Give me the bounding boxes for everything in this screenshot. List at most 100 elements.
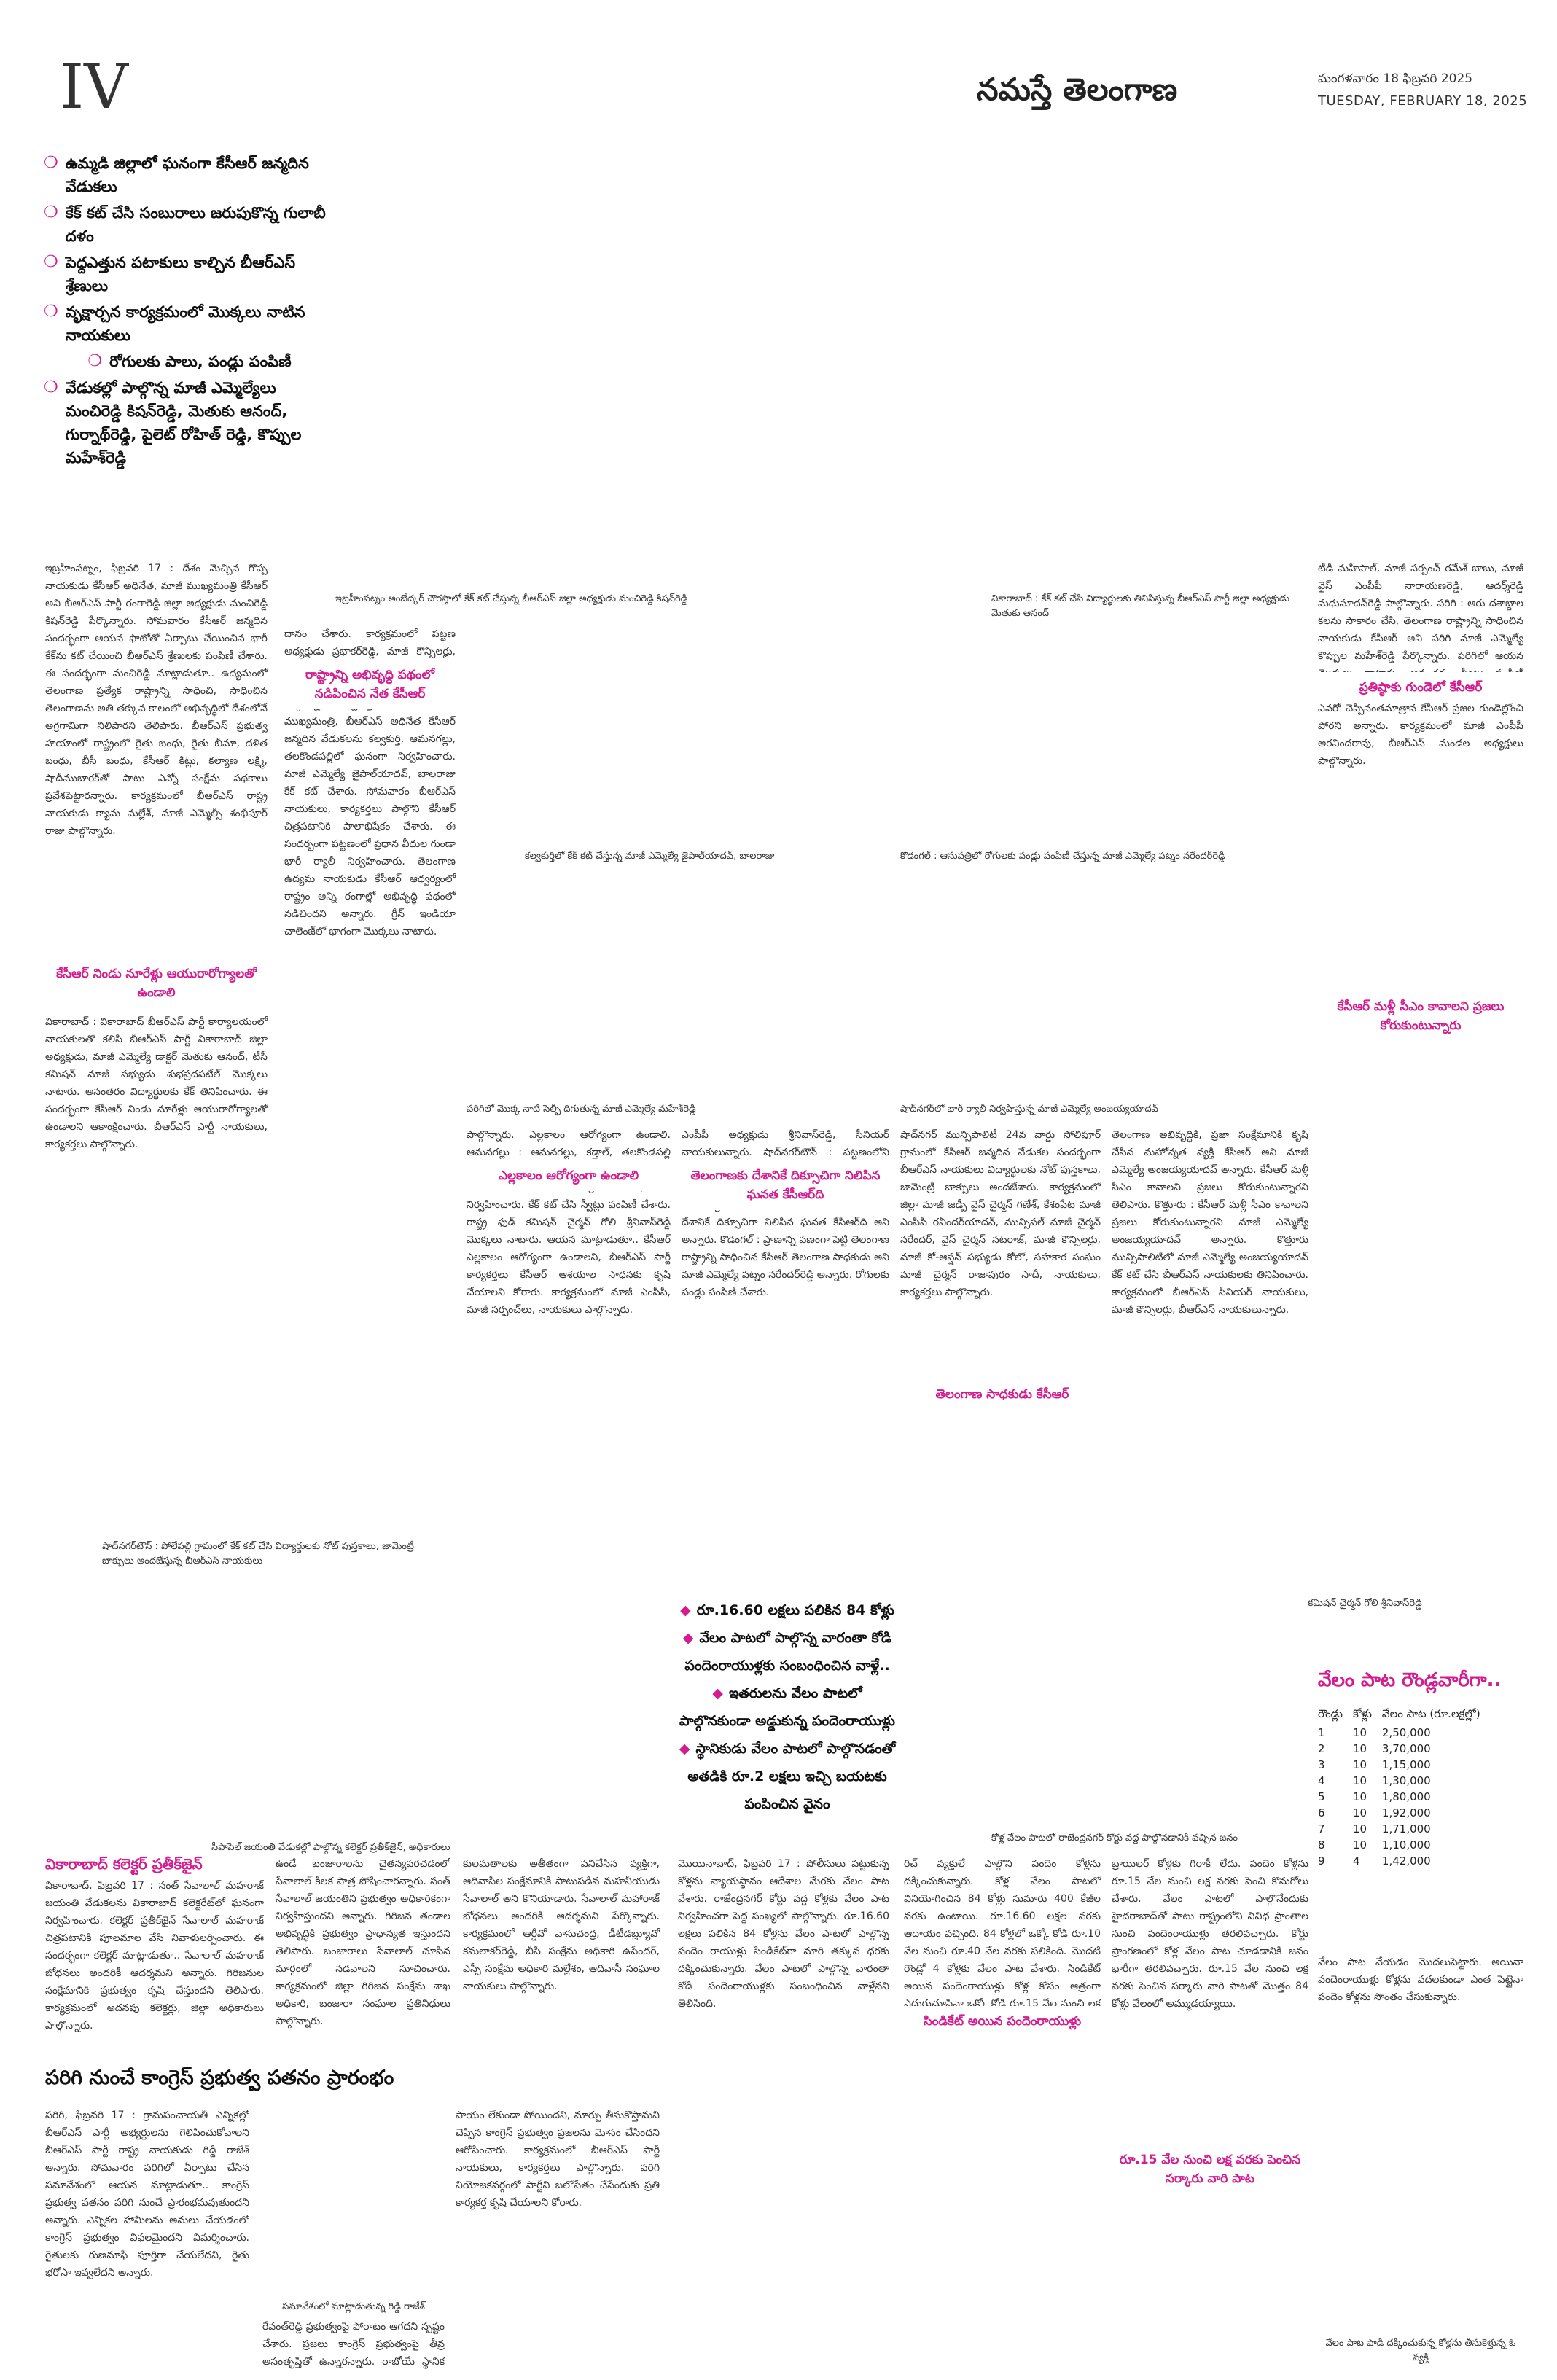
table-cell: 1,42,000 — [1381, 1854, 1431, 1868]
story-col-6: తెలంగాణ అభివృద్ధికి, ప్రజా సంక్షేమానికి … — [1112, 1129, 1308, 1316]
table-row: 4 10 1,30,000 — [1318, 1773, 1491, 1789]
subhead-syndicate: సిండికేట్ అయిన పందెంరాయుళ్లు — [904, 2006, 1101, 2037]
lead-bullets: ❍ ఉమ్మడి జిల్లాలో ఘనంగా కేసీఆర్ జన్మదిన వ… — [44, 152, 335, 472]
table-row: 6 10 1,92,000 — [1318, 1805, 1491, 1821]
caption-giddi-rajesh: సమావేశంలో మాట్లాడుతున్న గిడ్డి రాజేశ్ — [282, 2301, 425, 2312]
date-telugu: మంగళవారం 18 ఫిబ్రవరి 2025 — [1318, 71, 1473, 86]
diamond-icon: ◆ — [680, 1602, 691, 1618]
table-row: 7 10 1,71,000 — [1318, 1821, 1491, 1837]
table-cell: 1,10,000 — [1381, 1838, 1431, 1852]
auction-bullet: ◆ ఇతరులను వేలం పాటలో పాల్గొనకుండా అడ్డుకు… — [679, 1685, 895, 1729]
subhead-achiever: తెలంగాణ సాధకుడు కేసీఆర్ — [900, 1379, 1104, 1410]
auction-bullet: ◆ వేలం పాటలో పాల్గొన్న వారంతా కోడి పందెంర… — [682, 1630, 892, 1674]
table-cell: 10 — [1352, 1822, 1367, 1835]
table-cell: 4 — [1318, 1774, 1325, 1787]
table-cell: 1,92,000 — [1381, 1806, 1431, 1819]
table-cell: 1,71,000 — [1381, 1822, 1431, 1835]
caption-cock-carry: వేలం పాట పాడి దక్కించుకున్న కోళ్లను తీసు… — [1325, 2338, 1516, 2363]
story-col-11: మొయినాబాద్, ఫిబ్రవరి 17 : పోలీసులు పట్టు… — [678, 1858, 889, 2010]
bullet-dot-icon: ❍ — [87, 352, 103, 370]
story-col-9: ఉండే బంజారాలను చైతన్యపరచడంలో సేవాలాల్ కీ… — [276, 1858, 450, 2027]
story-col-13: బ్రాయిలర్ కోళ్లకు గిరాకీ లేదు. పందెం కోళ… — [1112, 1858, 1308, 2010]
table-row: 3 10 1,15,000 — [1318, 1757, 1491, 1773]
table-row: 5 10 1,80,000 — [1318, 1789, 1491, 1805]
table-cell: 8 — [1318, 1838, 1325, 1852]
lead-bullet: ❍ పెద్దఎత్తున పటాకులు కాల్చిన బీఆర్ఎస్ శ్… — [44, 251, 335, 297]
photo-rajendranagar-court — [904, 1575, 1308, 1830]
table-cell: 10 — [1352, 1790, 1367, 1803]
story-col-10: కులమతాలకు అతీతంగా పనిచేసిన వ్యక్తిగా, ఆద… — [463, 1858, 660, 1992]
table-cell: 7 — [1318, 1822, 1325, 1835]
lead-bullet: ❍ రోగులకు పాలు, పండ్లు పంపిణీ — [44, 350, 335, 373]
bullet-dot-icon: ❍ — [44, 253, 58, 271]
photo-sevalal — [45, 1582, 657, 1837]
lead-bullet: ❍ ఉమ్మడి జిల్లాలో ఘనంగా కేసీఆర్ జన్మదిన వ… — [44, 152, 335, 198]
table-cell: 10 — [1352, 1726, 1367, 1739]
date-english: TUESDAY, FEBRUARY 18, 2025 — [1318, 93, 1528, 109]
subhead-govt-auction: రూ.15 వేల నుంచి లక్ష వరకు పెంచిన సర్కారు… — [1112, 2145, 1308, 2194]
story-col-3: పాల్గొన్నారు. ఎల్లకాలం ఆరోగ్యంగా ఉండాలి.… — [467, 1129, 671, 1316]
lead-bullet: ❍ వేడుకల్లో పాల్గొన్న మాజీ ఎమ్మెల్యేలు మం… — [44, 376, 335, 469]
caption-polepally: షాద్‌నగర్‌టౌన్ : పోలేపల్లి గ్రామంలో కేక్… — [102, 1541, 414, 1566]
story-col-12: రిచ్ వ్యక్తులే పాల్గొని పందెం కోళ్లను దక… — [904, 1858, 1101, 2027]
photo-amangal — [1112, 1407, 1520, 1596]
story-col-1a: ఇబ్రహీంపట్నం, ఫిబ్రవరి 17 : దేశం మెచ్చిన… — [45, 563, 268, 837]
table-cell: 3 — [1318, 1758, 1325, 1771]
caption-sevalal: సీపాపెల్ జయంతి వేడుకల్లో పాల్గొన్న కలెక్… — [211, 1842, 450, 1853]
rounds-table-title: వేలం పాట రౌండ్లవారీగా.. — [1318, 1669, 1502, 1691]
lead-bullet: ❍ వృక్షార్చన కార్యక్రమంలో మొక్కలు నాటిన న… — [44, 300, 335, 347]
collector-headline: వికారాబాద్ కలెక్టర్ ప్రతీక్‌జైన్ — [45, 1855, 203, 1873]
caption-kalwakurthy: కల్వకుర్తిలో కేక్ కట్ చేస్తున్న మాజీ ఎమ్… — [525, 851, 775, 862]
caption-vikarabad: వికారాబాద్ : కేక్ కట్ చేసి విద్యార్థులకు… — [991, 593, 1290, 619]
subhead-pratishta: ప్రతిష్ఠాకు గుండెలో కేసీఆర్ — [1318, 672, 1523, 703]
caption-ibrahimpatnam: ఇబ్రహీంపట్నం అంబేద్కర్ చౌరస్తాలో కేక్ కట… — [335, 593, 688, 604]
caption-rajendranagar-court: కోళ్ల వేలం పాటలో రాజేంద్రనగర్ కోర్టు వద్… — [991, 1833, 1238, 1843]
table-cell: 1 — [1318, 1726, 1325, 1739]
photo-kalwakurthy — [467, 625, 889, 844]
table-cell: 3,70,000 — [1381, 1742, 1431, 1755]
story-col-2: దానం చేశారు. కార్యక్రమంలో పట్టణ అధ్యక్షు… — [284, 628, 456, 937]
table-cell: 10 — [1352, 1774, 1367, 1787]
subhead-development: రాష్ట్రాన్ని అభివృద్ధి పథంలో నడిపించిన న… — [284, 660, 456, 709]
photo-shadnagar-rally — [900, 875, 1308, 1101]
table-cell: 1,15,000 — [1381, 1758, 1431, 1771]
table-cell: 10 — [1352, 1806, 1367, 1819]
story-col-15: పరిగి, ఫిబ్రవరి 17 : గ్రామపంచాయతీ ఎన్నిక… — [45, 2110, 249, 2279]
auction-bullet: ◆ రూ.16.60 లక్షలు పలికిన 84 కోళ్లు — [680, 1602, 894, 1618]
table-header-row: రౌండ్లు కోళ్లు వేలం పాట (రూ.లక్షల్లో) — [1318, 1706, 1491, 1725]
caption-kodangal: కొడంగల్ : ఆసుపత్రిలో రోగులకు పండ్లు పంపి… — [900, 851, 1225, 862]
caption-parigi-selfie: పరిగిలో మొక్క నాటి సెల్ఫీ దిగుతున్న మాజీ… — [467, 1104, 696, 1115]
photo-kodangal — [900, 625, 1308, 844]
photo-parigi-selfie — [467, 875, 886, 1101]
table-cell: 10 — [1352, 1742, 1367, 1755]
caption-shadnagar-rally: షాద్‌నగర్‌లో భారీ ర్యాలీ నిర్వహిస్తున్న … — [900, 1104, 1158, 1115]
story-col-17: పాయం లేకుండా పోయిందని, మార్పు తీసుకొస్తా… — [456, 2110, 660, 2209]
rounds-table: రౌండ్లు కోళ్లు వేలం పాట (రూ.లక్షల్లో) 1 1… — [1318, 1706, 1491, 1869]
lead-bullet: ❍ కేక్ కట్ చేసి సంబురాలు జరుపుకొన్న గులాబ… — [44, 201, 335, 248]
table-row: 8 10 1,10,000 — [1318, 1837, 1491, 1853]
photo-giddi-rajesh — [262, 2107, 445, 2296]
photo-cock-carry — [1318, 2041, 1523, 2333]
congress-headline: పరిగి నుంచే కాంగ్రెస్ ప్రభుత్వ పతనం ప్రా… — [45, 2067, 394, 2089]
table-cell: 4 — [1352, 1854, 1360, 1868]
page-number: IV — [60, 51, 128, 122]
diamond-icon: ◆ — [712, 1685, 723, 1701]
auction-bullet: ◆ స్థానికుడు వేలం పాటలో పాల్గొనడంతో అతడిక… — [679, 1741, 896, 1812]
story-col-5: షాద్‌నగర్ మున్సిపాలిటీ 24వ వార్డు సోలిపూ… — [900, 1129, 1101, 1298]
story-col-14: వేలం పాట వేయడం మొదలుపెట్టారు. అయినా పందె… — [1318, 1956, 1523, 2003]
table-cell: 10 — [1352, 1838, 1367, 1852]
bullet-dot-icon: ❍ — [44, 203, 58, 222]
table-cell: 2,50,000 — [1381, 1726, 1431, 1739]
story-col-16: రేవంత్‌రెడ్డి ప్రభుత్వంపై పోరాటం ఆగదని స… — [262, 2321, 445, 2368]
masthead: నమస్తే తెలంగాణ — [977, 71, 1178, 107]
table-header-cell: వేలం పాట (రూ.లక్షల్లో) — [1381, 1707, 1480, 1720]
story-col-1b: వికారాబాద్ : వికారాబాద్ బీఆర్ఎస్ పార్టీ … — [45, 1016, 268, 1150]
story-col-8: వికారాబాద్, ఫిబ్రవరి 17 : సంత్ సేవాలాల్ … — [45, 1880, 264, 2032]
subhead-compass: తెలంగాణకు దేశానికే దిక్సూచిగా నిలిపిన ఘన… — [682, 1160, 889, 1210]
table-row: 9 4 1,42,000 — [1318, 1853, 1491, 1869]
diamond-icon: ◆ — [682, 1630, 694, 1646]
table-cell: 6 — [1318, 1806, 1325, 1819]
bullet-dot-icon: ❍ — [44, 378, 58, 397]
table-row: 2 10 3,70,000 — [1318, 1741, 1491, 1757]
table-header-cell: రౌండ్లు — [1318, 1707, 1343, 1720]
